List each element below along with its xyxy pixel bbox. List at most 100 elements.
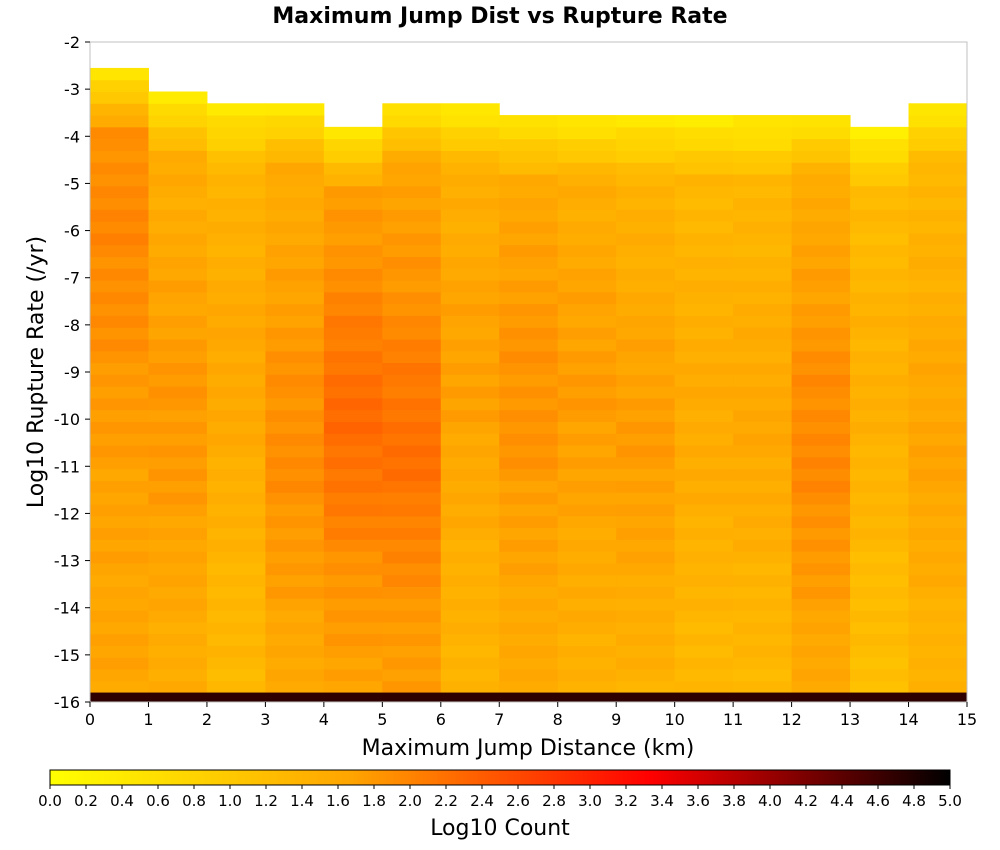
heatmap-cell [733,562,793,576]
heatmap-cell [674,197,734,210]
x-tick-label: 12 [781,710,801,729]
x-tick-label: 0 [85,710,95,729]
heatmap-cell [323,303,383,316]
heatmap-cell [206,515,266,529]
heatmap-cell [733,150,793,163]
heatmap-cell [206,397,266,411]
heatmap-cell [382,185,442,199]
heatmap-cell [206,480,266,493]
heatmap-cell [616,268,676,281]
heatmap-cell [206,645,266,658]
heatmap-cell [265,103,325,116]
heatmap-cell [908,468,968,481]
heatmap-cell [440,291,500,305]
heatmap-cell [440,539,500,552]
heatmap-cell [382,515,442,529]
heatmap-cell [206,492,266,505]
heatmap-cell [323,468,383,481]
heatmap-cell [265,645,325,658]
heatmap-cell [90,221,149,234]
heatmap-cell [674,669,734,682]
heatmap-cell [908,551,968,564]
heatmap-cell [323,291,383,305]
heatmap-cell [206,244,266,257]
heatmap-cell [557,480,617,493]
heatmap-cell [265,185,325,199]
heatmap-cell [557,197,617,210]
colorbar-tick-label: 2.8 [542,792,566,810]
heatmap-cell [206,504,266,517]
heatmap-cell [323,598,383,611]
heatmap-cell [908,103,968,116]
heatmap-cell [733,174,793,187]
heatmap-cells [90,67,968,702]
heatmap-cell [499,610,559,623]
heatmap-cell [908,598,968,611]
heatmap-cell [499,174,559,187]
heatmap-cell [557,492,617,505]
heatmap-cell [557,209,617,222]
heatmap-cell [148,244,208,257]
heatmap-cell [908,657,968,670]
colorbar-label: Log10 Count [430,816,570,841]
heatmap-cell [499,480,559,493]
heatmap-cell [148,268,208,281]
colorbar-tick-label: 2.4 [470,792,494,810]
colorbar [49,769,951,786]
heatmap-cell [440,350,500,364]
heatmap-cell [791,586,851,599]
colorbar-tick-label: 4.0 [758,792,782,810]
heatmap-cell [265,633,325,646]
heatmap-cell [850,350,910,364]
heatmap-cell [323,397,383,411]
y-tick-label: -4 [64,127,80,146]
heatmap-cell [791,409,851,422]
heatmap-cell [206,115,266,128]
heatmap-cell [148,586,208,599]
heatmap-cell [440,598,500,611]
heatmap-cell [382,492,442,505]
heatmap-cell [90,621,149,635]
heatmap-cell [557,551,617,564]
heatmap-cell [499,350,559,364]
heatmap-cell [733,621,793,635]
heatmap-cell [323,657,383,670]
heatmap-cell [674,185,734,199]
heatmap-cell [148,339,208,352]
heatmap-cell [733,445,793,458]
heatmap-cell [557,280,617,293]
heatmap-cell [148,598,208,611]
heatmap-cell [90,315,149,328]
heatmap-cell [382,586,442,599]
heatmap-cell [382,621,442,635]
heatmap-cell [382,103,442,116]
heatmap-cell [850,185,910,199]
heatmap-cell [499,386,559,399]
heatmap-cell [148,468,208,481]
heatmap-cell [557,268,617,281]
heatmap-cell [850,456,910,470]
y-tick-label: -2 [64,33,80,52]
heatmap-cell [908,138,968,151]
heatmap-cell [733,409,793,422]
heatmap-cell [440,244,500,257]
heatmap-cell [733,645,793,658]
heatmap-cell [323,433,383,446]
heatmap-cell [90,350,149,364]
heatmap-cell [733,386,793,399]
heatmap-cell [674,539,734,552]
y-tick-label: -5 [64,174,80,193]
heatmap-cell [206,339,266,352]
x-tick-label: 15 [957,710,977,729]
heatmap-cell [148,374,208,387]
heatmap-cell [616,232,676,246]
heatmap-cell [674,504,734,517]
heatmap-cell [850,126,910,140]
heatmap-cell [674,268,734,281]
heatmap-cell [557,327,617,340]
heatmap-cell [323,562,383,576]
heatmap-cell [499,327,559,340]
heatmap-cell [499,138,559,151]
heatmap-cell [382,421,442,434]
heatmap-cell [499,574,559,587]
